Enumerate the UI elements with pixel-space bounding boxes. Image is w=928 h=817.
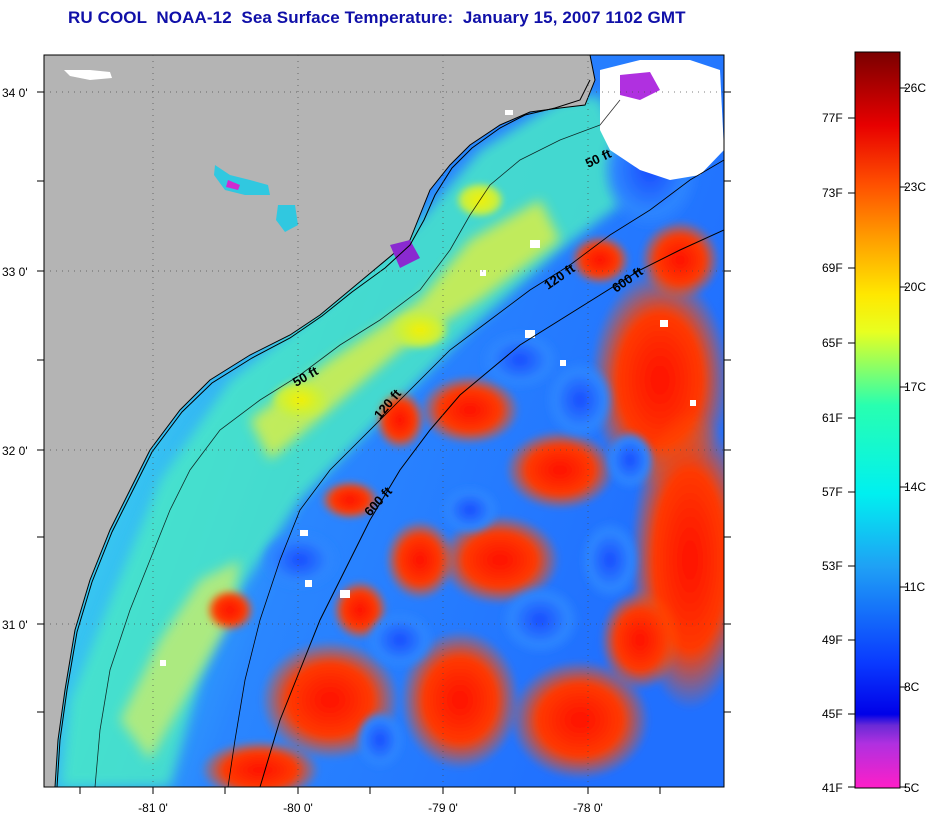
lon-label-79: -79 0'	[428, 801, 458, 815]
cb-f-61: 61F	[822, 411, 843, 425]
lat-label-34: 34 0'	[2, 86, 28, 100]
cloud-patches	[160, 60, 724, 666]
map-title: RU COOL NOAA-12 Sea Surface Temperature:…	[68, 8, 686, 27]
cb-c-11: 11C	[904, 580, 925, 594]
coastline	[56, 79, 591, 787]
lon-label-80: -80 0'	[283, 801, 313, 815]
cb-f-65: 65F	[822, 336, 843, 350]
cb-f-69: 69F	[822, 261, 843, 275]
lat-label-33: 33 0'	[2, 265, 28, 279]
land-mass	[44, 55, 596, 787]
cb-f-49: 49F	[822, 633, 843, 647]
color-bar	[848, 51, 907, 789]
inland-lakes	[214, 165, 298, 232]
map-frame	[43, 54, 725, 788]
lat-label-32: 32 0'	[2, 444, 28, 458]
cb-c-20: 20C	[904, 280, 926, 294]
cb-c-14: 14C	[904, 480, 926, 494]
lon-label-81: -81 0'	[138, 801, 168, 815]
lat-label-31: 31 0'	[2, 618, 28, 632]
graticule	[44, 55, 724, 787]
sst-image	[44, 55, 724, 787]
cb-f-57: 57F	[822, 485, 843, 499]
cb-f-41: 41F	[822, 781, 843, 795]
cb-f-73: 73F	[822, 186, 843, 200]
axis-ticks	[37, 91, 731, 794]
cb-c-23: 23C	[904, 180, 926, 194]
cb-f-77: 77F	[822, 111, 843, 125]
cb-f-45: 45F	[822, 707, 843, 721]
cb-f-53: 53F	[822, 559, 843, 573]
cb-c-5: 5C	[904, 781, 920, 795]
cb-c-26: 26C	[904, 81, 926, 95]
cb-c-17: 17C	[904, 380, 926, 394]
cb-c-8: 8C	[904, 680, 920, 694]
lon-label-78: -78 0'	[573, 801, 603, 815]
